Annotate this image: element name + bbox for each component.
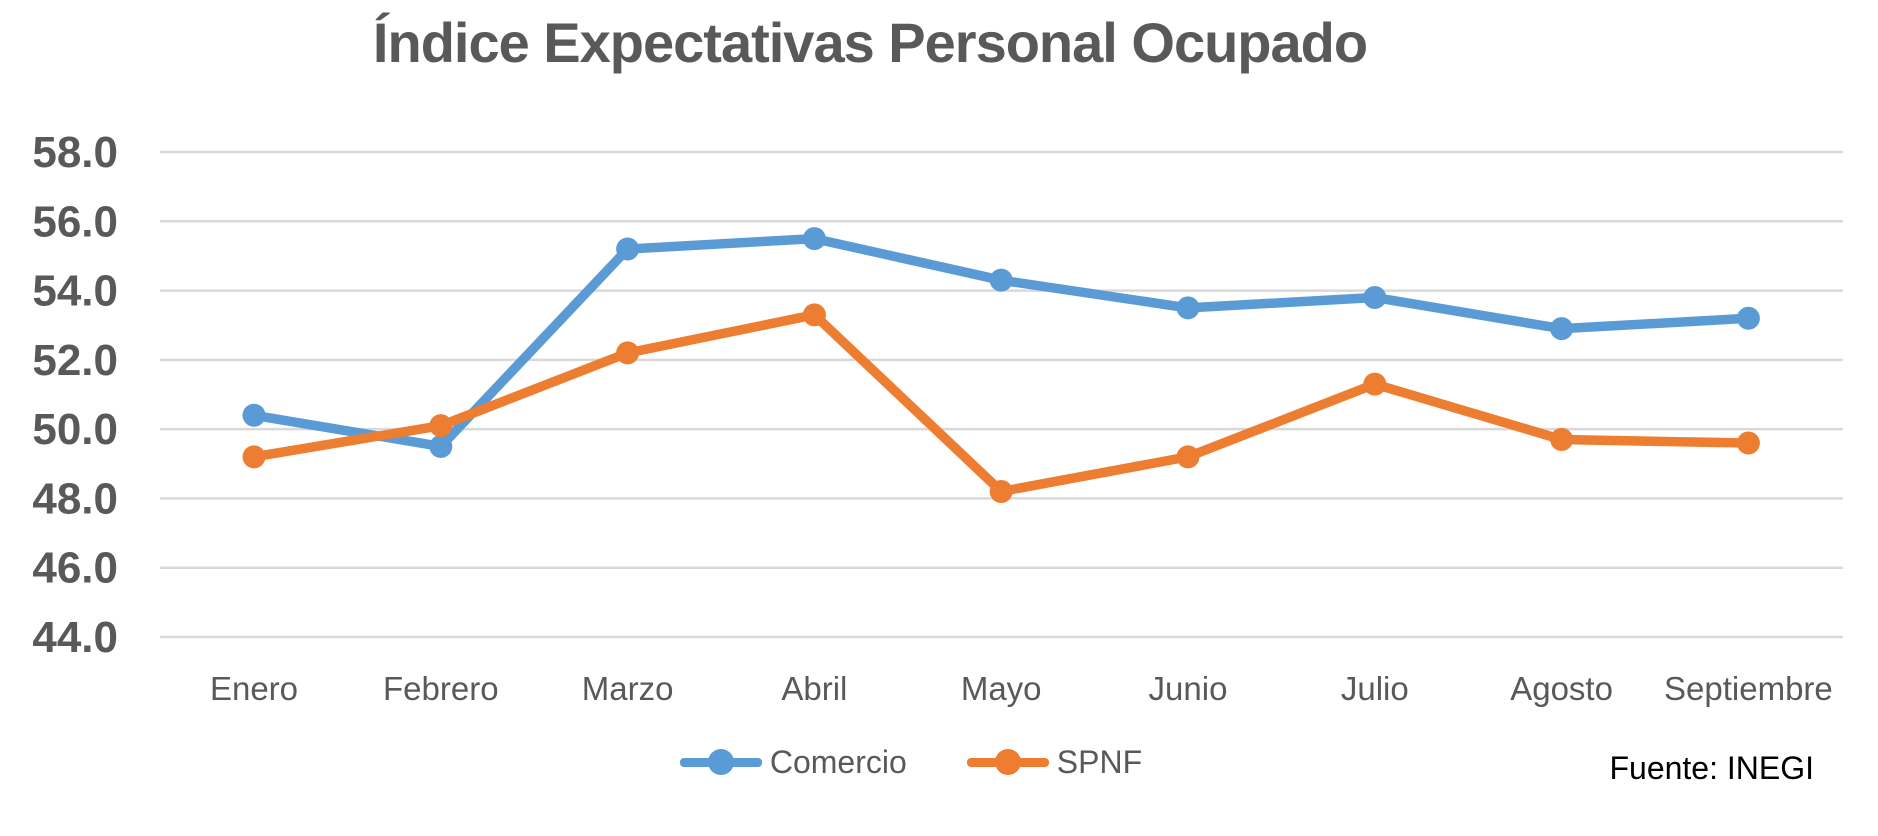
svg-text:Julio: Julio xyxy=(1341,670,1409,707)
legend-item-comercio: Comercio xyxy=(679,744,907,780)
legend-item-spnf: SPNF xyxy=(966,744,1143,780)
comercio-line-marker-icon xyxy=(679,749,762,775)
svg-text:Agosto: Agosto xyxy=(1510,670,1613,707)
svg-text:54.0: 54.0 xyxy=(32,267,118,316)
legend-label-spnf: SPNF xyxy=(1056,744,1143,780)
svg-text:52.0: 52.0 xyxy=(32,336,118,385)
spnf-line-marker-icon xyxy=(966,749,1049,775)
svg-text:46.0: 46.0 xyxy=(32,544,118,593)
spnf-dot-icon xyxy=(994,749,1021,775)
svg-text:56.0: 56.0 xyxy=(32,197,118,246)
svg-text:Enero: Enero xyxy=(210,670,298,707)
svg-text:Mayo: Mayo xyxy=(961,670,1042,707)
svg-text:Junio: Junio xyxy=(1149,670,1228,707)
svg-text:44.0: 44.0 xyxy=(32,613,118,662)
chart-title: Índice Expectativas Personal Ocupado xyxy=(372,11,1368,74)
source-note: Fuente: INEGI xyxy=(1609,750,1814,786)
chart-legend: Comercio SPNF xyxy=(0,746,1878,778)
legend-label-comercio: Comercio xyxy=(769,744,907,780)
svg-text:Abril: Abril xyxy=(781,670,847,707)
svg-text:48.0: 48.0 xyxy=(32,474,118,523)
svg-text:58.0: 58.0 xyxy=(32,128,118,177)
svg-text:Febrero: Febrero xyxy=(383,670,499,707)
svg-text:50.0: 50.0 xyxy=(32,405,118,454)
svg-text:Septiembre: Septiembre xyxy=(1664,670,1833,707)
comercio-dot-icon xyxy=(707,749,734,775)
svg-text:Marzo: Marzo xyxy=(582,670,674,707)
